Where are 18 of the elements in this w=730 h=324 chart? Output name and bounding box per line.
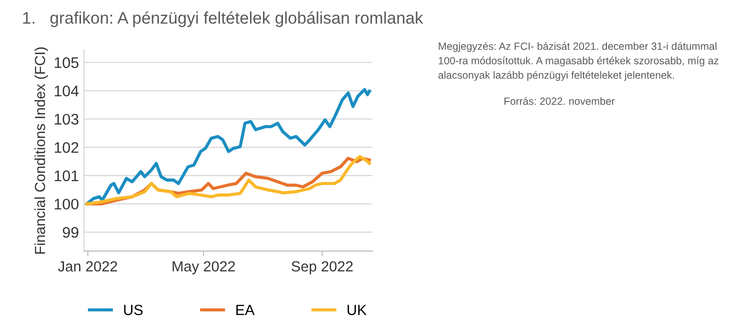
legend-label: EA: [236, 304, 255, 315]
x-tick-label: May 2022: [172, 261, 235, 274]
y-tick-label: 99: [62, 227, 78, 238]
y-tick-label: 102: [54, 142, 78, 153]
chart-title: 1. grafikon: A pénzügyi feltételek globálisan romlanak: [23, 11, 424, 28]
x-tick-label: Sep 2022: [292, 261, 353, 274]
x-tick-label: Jan 2022: [58, 261, 118, 272]
legend-label: UK: [348, 304, 367, 316]
y-tick-label: 104: [54, 86, 79, 96]
y-tick-label: 100: [54, 198, 78, 210]
y-axis-title: Financial Conditions Index (FCI): [34, 47, 48, 254]
legend-label: US: [124, 304, 143, 316]
line-series: [85, 88, 371, 206]
y-tick-label: 103: [54, 114, 78, 125]
y-tick-label: 101: [54, 170, 78, 182]
text: Forrás: 2022. november: [504, 97, 615, 105]
text: Megjegyzés: Az FCI- bázisát 2021. december 31-i dátummal 100-ra módosítottuk. A magasabb értékek szorosabb, míg az alacsonyak lazább pénzügyi feltételeket jelentenek.: [438, 42, 718, 81]
y-tick-label: 105: [54, 57, 78, 68]
